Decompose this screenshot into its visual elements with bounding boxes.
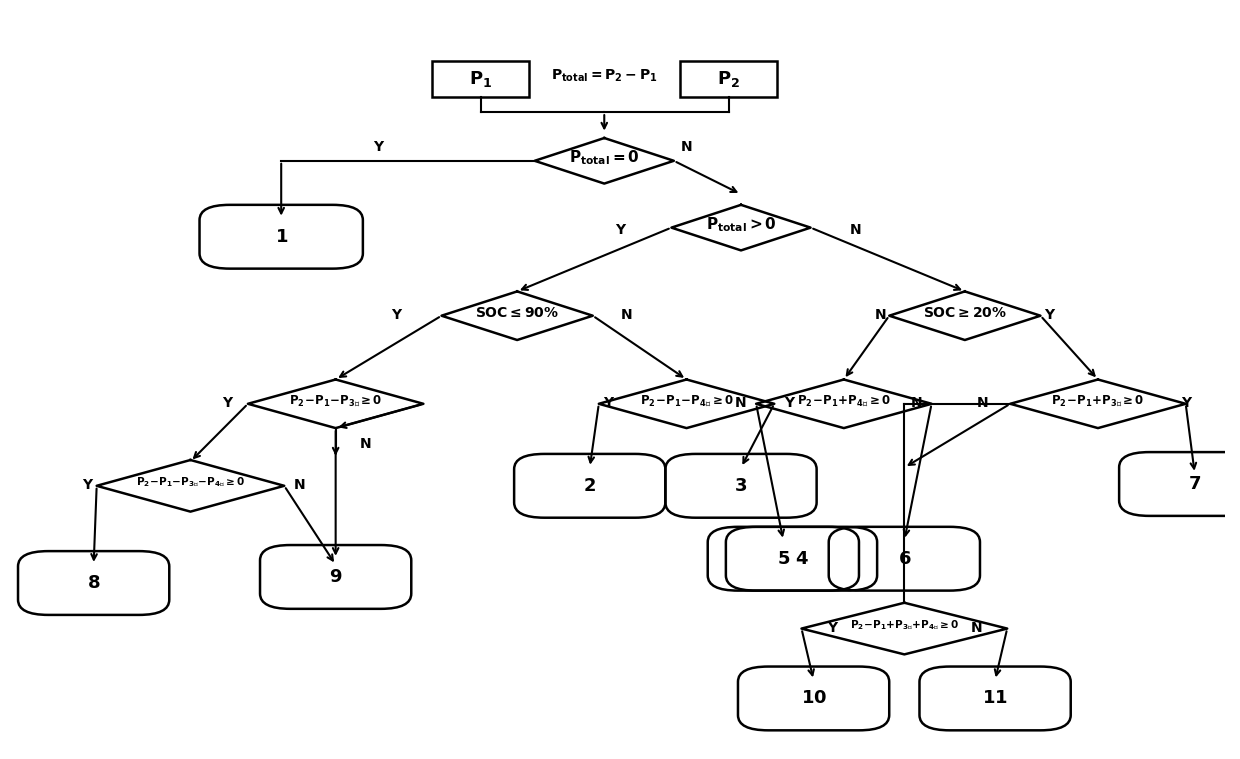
Text: $\mathbf{P_2}$: $\mathbf{P_2}$ xyxy=(718,69,740,89)
Text: $\mathbf{P_{total}=0}$: $\mathbf{P_{total}=0}$ xyxy=(569,149,640,167)
Text: $\mathbf{2}$: $\mathbf{2}$ xyxy=(583,477,596,495)
Text: $\mathbf{P_2\!-\!P_1\!+\!P_{3放}\!+\!P_{4放}\geq 0}$: $\mathbf{P_2\!-\!P_1\!+\!P_{3放}\!+\!P_{4… xyxy=(849,619,959,632)
Text: N: N xyxy=(971,621,983,635)
Text: $\mathbf{SOC\leq 90\%}$: $\mathbf{SOC\leq 90\%}$ xyxy=(475,306,559,320)
Text: Y: Y xyxy=(1182,396,1192,410)
Text: Y: Y xyxy=(83,478,93,492)
Text: N: N xyxy=(620,308,632,322)
Text: $\mathbf{4}$: $\mathbf{4}$ xyxy=(795,550,808,568)
Text: N: N xyxy=(681,140,692,153)
Text: N: N xyxy=(977,396,988,410)
Text: N: N xyxy=(735,396,746,410)
Text: $\mathbf{SOC\geq 20\%}$: $\mathbf{SOC\geq 20\%}$ xyxy=(923,306,1007,320)
Text: $\mathbf{9}$: $\mathbf{9}$ xyxy=(329,568,342,586)
Text: $\mathbf{3}$: $\mathbf{3}$ xyxy=(734,477,748,495)
Text: $\mathbf{11}$: $\mathbf{11}$ xyxy=(982,689,1008,707)
Text: $\mathbf{P_2\!-\!P_1\!+\!P_{3放}\geq 0}$: $\mathbf{P_2\!-\!P_1\!+\!P_{3放}\geq 0}$ xyxy=(1052,393,1145,408)
Text: $\mathbf{P_1}$: $\mathbf{P_1}$ xyxy=(469,69,492,89)
Text: N: N xyxy=(851,222,862,237)
Text: Y: Y xyxy=(603,396,613,410)
Text: Y: Y xyxy=(391,308,402,322)
Text: N: N xyxy=(874,308,885,322)
Text: $\mathbf{8}$: $\mathbf{8}$ xyxy=(87,574,100,592)
Text: Y: Y xyxy=(222,396,232,410)
Text: Y: Y xyxy=(615,222,625,237)
Text: $\mathbf{10}$: $\mathbf{10}$ xyxy=(801,689,827,707)
Text: $\mathbf{P_2\!-\!P_1\!-\!P_{3充}\!-\!P_{4充}\geq 0}$: $\mathbf{P_2\!-\!P_1\!-\!P_{3充}\!-\!P_{4… xyxy=(136,476,246,490)
Text: $\mathbf{5}$: $\mathbf{5}$ xyxy=(776,550,790,568)
Text: $\mathbf{P_2\!-\!P_1\!-\!P_{3充}\geq 0}$: $\mathbf{P_2\!-\!P_1\!-\!P_{3充}\geq 0}$ xyxy=(289,393,382,408)
Text: $\mathbf{P_2\!-\!P_1\!-\!P_{4充}\geq 0}$: $\mathbf{P_2\!-\!P_1\!-\!P_{4充}\geq 0}$ xyxy=(640,393,733,408)
Text: N: N xyxy=(910,396,923,410)
Bar xyxy=(433,61,529,97)
Text: N: N xyxy=(294,478,305,492)
Text: Y: Y xyxy=(827,621,837,635)
Text: Y: Y xyxy=(373,140,383,153)
Text: Y: Y xyxy=(1044,308,1054,322)
Text: $\mathbf{P_{total}>0}$: $\mathbf{P_{total}>0}$ xyxy=(706,216,776,234)
Text: $\mathbf{1}$: $\mathbf{1}$ xyxy=(274,228,288,246)
Text: $\mathbf{7}$: $\mathbf{7}$ xyxy=(1188,475,1202,493)
Text: N: N xyxy=(360,437,372,451)
Bar xyxy=(681,61,777,97)
Text: $\mathbf{P_2\!-\!P_1\!+\!P_{4放}\geq 0}$: $\mathbf{P_2\!-\!P_1\!+\!P_{4放}\geq 0}$ xyxy=(797,393,890,408)
Text: Y: Y xyxy=(785,396,795,410)
Text: $\mathbf{P_{total}=P_2-P_1}$: $\mathbf{P_{total}=P_2-P_1}$ xyxy=(551,68,657,84)
Text: $\mathbf{6}$: $\mathbf{6}$ xyxy=(898,550,911,568)
